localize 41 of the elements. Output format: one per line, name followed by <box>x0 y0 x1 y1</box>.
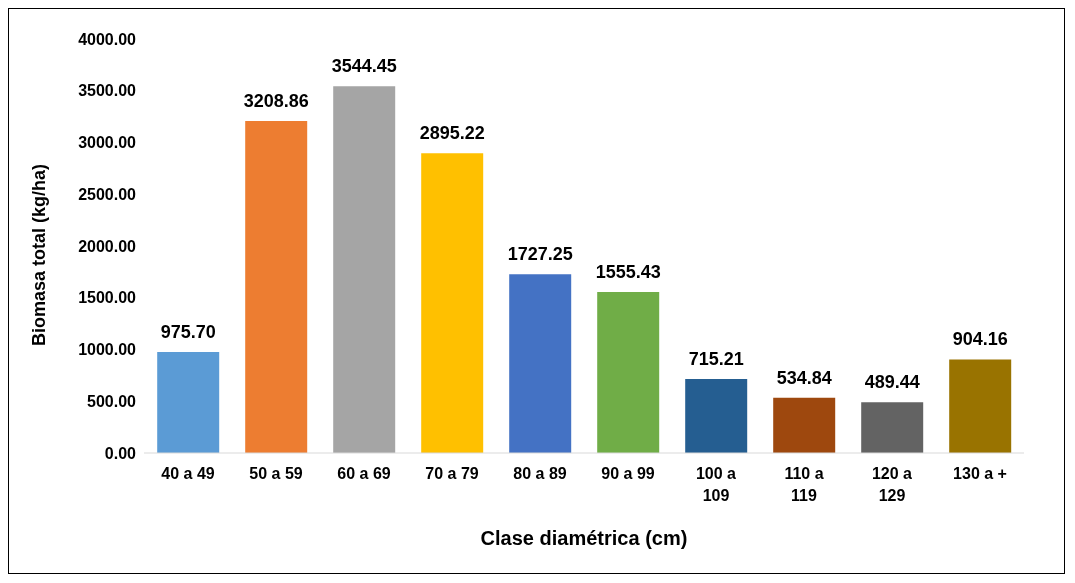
data-label: 904.16 <box>952 329 1008 350</box>
x-axis-title: Clase diamétrica (cm) <box>480 527 688 549</box>
data-label: 975.70 <box>160 322 216 343</box>
bar <box>245 120 308 453</box>
bar <box>597 292 660 453</box>
y-tick-label: 3500.00 <box>78 82 137 100</box>
data-label: 534.84 <box>776 367 832 388</box>
bar <box>861 402 924 453</box>
data-label: 3544.45 <box>331 56 397 77</box>
x-tick-label: 90 a 99 <box>601 465 655 482</box>
bar <box>157 352 220 453</box>
y-tick-label: 2500.00 <box>78 185 137 203</box>
y-tick-label: 4000.00 <box>78 30 137 48</box>
data-label: 1555.43 <box>595 262 661 283</box>
x-tick-label: 100 a 109 <box>695 465 737 504</box>
data-label: 3208.86 <box>243 90 309 111</box>
data-label: 715.21 <box>688 348 744 369</box>
x-tick-label: 40 a 49 <box>161 465 215 482</box>
y-tick-label: 3000.00 <box>78 134 137 152</box>
x-tick-label: 80 a 89 <box>513 465 567 482</box>
x-tick-label: 70 a 79 <box>425 465 479 482</box>
bar <box>333 86 396 453</box>
y-tick-label: 500.00 <box>87 392 137 410</box>
x-tick-label: 110 a 119 <box>784 465 824 504</box>
bar <box>685 378 748 453</box>
x-tick-label: 60 a 69 <box>337 465 391 482</box>
x-tick-label: 50 a 59 <box>249 465 303 482</box>
bar <box>949 359 1012 453</box>
y-tick-label: 0.00 <box>104 444 137 462</box>
data-label: 489.44 <box>864 372 920 393</box>
x-tick-label: 130 a + <box>953 465 1007 482</box>
data-label: 1727.25 <box>507 244 573 265</box>
bar <box>421 153 484 453</box>
data-label: 2895.22 <box>419 123 485 144</box>
y-tick-label: 1500.00 <box>78 289 137 307</box>
x-tick-label: 120 a 129 <box>871 465 913 504</box>
y-axis-title: Biomasa total (kg/ha) <box>29 163 50 346</box>
bar <box>773 397 836 453</box>
y-tick-label: 2000.00 <box>78 237 137 255</box>
bar <box>509 274 572 453</box>
y-tick-label: 1000.00 <box>78 341 137 359</box>
